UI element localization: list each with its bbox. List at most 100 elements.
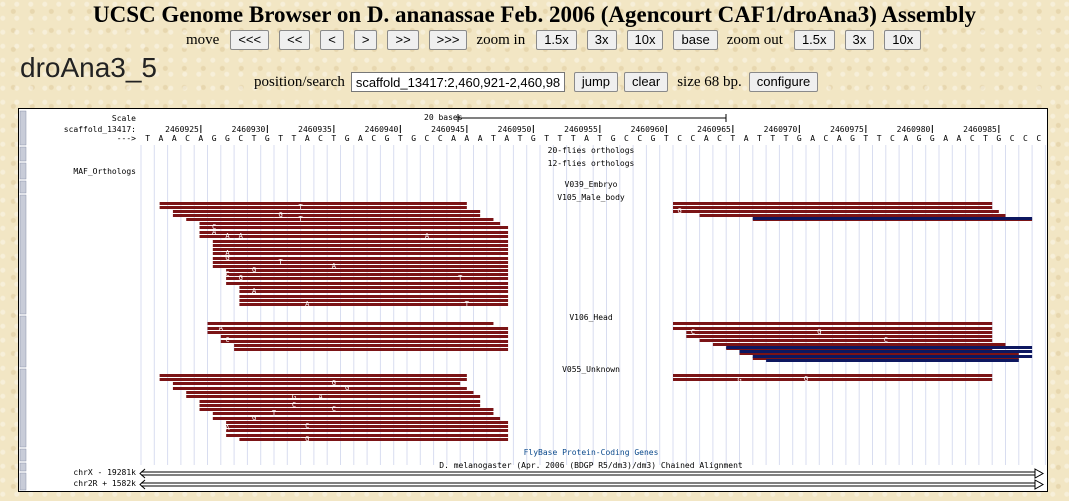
read-alignment[interactable] xyxy=(207,331,509,334)
read-alignment[interactable] xyxy=(673,374,993,377)
read-alignment[interactable] xyxy=(239,303,509,306)
zoom-out-1-5x-button[interactable]: 1.5x xyxy=(793,30,835,50)
move-right-1-button[interactable]: > xyxy=(353,30,378,50)
read-alignment[interactable] xyxy=(226,277,509,280)
read-alignment[interactable] xyxy=(239,438,509,441)
read-alignment[interactable] xyxy=(226,421,509,424)
read-alignment-reverse[interactable] xyxy=(766,359,1019,362)
read-alignment[interactable] xyxy=(199,408,494,411)
read-alignment[interactable] xyxy=(172,210,481,213)
move-right-2-button[interactable]: >> xyxy=(387,30,419,50)
track-side-button[interactable] xyxy=(19,162,27,180)
ortho20-label: 20-flies orthologs xyxy=(548,146,635,155)
read-alignment-reverse[interactable] xyxy=(752,217,1033,220)
read-alignment[interactable] xyxy=(220,340,509,343)
zoom-out-10x-button[interactable]: 10x xyxy=(884,30,922,50)
move-left-1-button[interactable]: < xyxy=(320,30,344,50)
read-alignment[interactable] xyxy=(686,331,993,334)
configure-button[interactable]: configure xyxy=(748,72,819,92)
read-alignment[interactable] xyxy=(172,387,467,390)
read-alignment[interactable] xyxy=(239,299,509,302)
read-alignment[interactable] xyxy=(159,202,467,205)
read-alignment[interactable] xyxy=(226,429,509,432)
read-alignment[interactable] xyxy=(712,343,1006,346)
read-alignment[interactable] xyxy=(199,235,509,238)
read-alignment[interactable] xyxy=(673,322,993,325)
read-alignment[interactable] xyxy=(186,218,494,221)
read-alignment[interactable] xyxy=(172,382,461,385)
read-alignment[interactable] xyxy=(226,425,509,428)
track-side-button[interactable] xyxy=(19,180,27,194)
zoom-in-1-5x-button[interactable]: 1.5x xyxy=(536,30,577,50)
read-alignment[interactable] xyxy=(673,210,999,213)
read-alignment[interactable] xyxy=(234,348,509,351)
read-alignment[interactable] xyxy=(226,269,509,272)
read-alignment[interactable] xyxy=(234,344,509,347)
track-side-button[interactable] xyxy=(19,315,27,368)
read-alignment[interactable] xyxy=(186,395,481,398)
track-side-button[interactable] xyxy=(19,146,27,162)
read-alignment[interactable] xyxy=(226,273,509,276)
read-alignment[interactable] xyxy=(199,226,509,229)
read-alignment[interactable] xyxy=(186,391,474,394)
read-alignment[interactable] xyxy=(226,282,509,285)
track-side-button[interactable] xyxy=(19,448,27,462)
read-alignment[interactable] xyxy=(159,378,467,381)
read-alignment[interactable] xyxy=(239,286,509,289)
track-side-button[interactable] xyxy=(19,472,27,491)
read-alignment[interactable] xyxy=(172,214,481,217)
read-alignment[interactable] xyxy=(159,374,467,377)
read-alignment[interactable] xyxy=(199,400,481,403)
read-alignment[interactable] xyxy=(226,434,509,437)
position-search-input[interactable] xyxy=(350,72,565,92)
read-alignment[interactable] xyxy=(673,378,993,381)
read-alignment[interactable] xyxy=(212,261,509,264)
zoom-out-3x-button[interactable]: 3x xyxy=(844,30,875,50)
read-alignment[interactable] xyxy=(752,357,1019,360)
read-alignment-reverse[interactable] xyxy=(752,355,1033,358)
read-alignment[interactable] xyxy=(199,231,509,234)
read-alignment[interactable] xyxy=(239,290,509,293)
sequence-base: T xyxy=(558,134,563,143)
read-alignment[interactable] xyxy=(212,248,509,251)
read-alignment[interactable] xyxy=(212,417,501,420)
read-alignment[interactable] xyxy=(212,265,509,268)
read-alignment-reverse[interactable] xyxy=(739,350,1033,353)
read-alignment[interactable] xyxy=(739,352,1019,355)
read-alignment[interactable] xyxy=(159,206,467,209)
track-side-button[interactable] xyxy=(19,462,27,472)
read-alignment[interactable] xyxy=(212,240,509,243)
zoom-in-3x-button[interactable]: 3x xyxy=(586,30,617,50)
move-far-right-button[interactable]: >>> xyxy=(428,30,468,50)
clear-button[interactable]: clear xyxy=(624,72,669,92)
read-alignment[interactable] xyxy=(239,295,509,298)
move-far-left-button[interactable]: <<< xyxy=(230,30,270,50)
read-alignment[interactable] xyxy=(199,404,481,407)
read-alignment[interactable] xyxy=(686,335,993,338)
move-left-2-button[interactable]: << xyxy=(279,30,311,50)
jump-button[interactable]: jump xyxy=(573,72,619,92)
zoom-in-10x-button[interactable]: 10x xyxy=(626,30,664,50)
read-alignment[interactable] xyxy=(199,222,501,225)
read-alignment[interactable] xyxy=(207,322,494,325)
read-alignment[interactable] xyxy=(220,335,509,338)
maf-orthologs-label[interactable]: MAF_Orthologs xyxy=(73,167,136,176)
read-alignment[interactable] xyxy=(673,327,993,330)
read-alignment[interactable] xyxy=(212,244,509,247)
read-alignment[interactable] xyxy=(699,214,1006,217)
read-alignment[interactable] xyxy=(212,412,494,415)
read-alignment[interactable] xyxy=(673,206,993,209)
mismatch-base: A xyxy=(225,249,230,257)
read-alignment[interactable] xyxy=(212,252,509,255)
track-side-button[interactable] xyxy=(19,110,27,146)
zoom-in-base-button[interactable]: base xyxy=(673,30,718,50)
read-alignment[interactable] xyxy=(212,257,509,260)
track-side-button[interactable] xyxy=(19,368,27,448)
track-side-button[interactable] xyxy=(19,194,27,315)
read-alignment[interactable] xyxy=(699,339,993,342)
read-alignment[interactable] xyxy=(207,327,509,330)
read-alignment[interactable] xyxy=(673,202,993,205)
read-alignment-reverse[interactable] xyxy=(726,346,1033,349)
